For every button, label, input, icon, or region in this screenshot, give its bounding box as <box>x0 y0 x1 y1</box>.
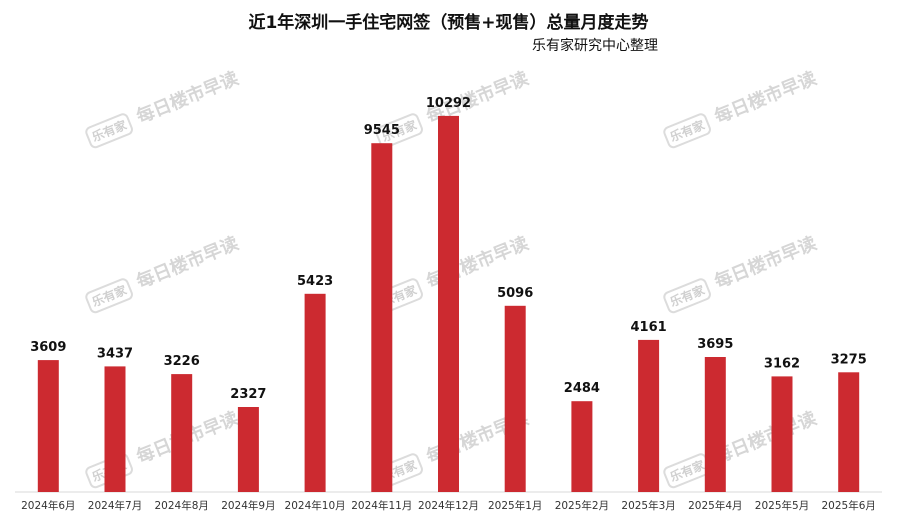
bar-2025年3月 <box>638 339 660 492</box>
bar-2025年4月 <box>704 357 726 492</box>
bar-2025年2月 <box>571 401 593 492</box>
bar-2024年6月 <box>37 360 59 492</box>
bar-2024年7月 <box>104 366 126 492</box>
data-label: 3226 <box>164 354 200 369</box>
bar-2024年8月 <box>171 374 193 492</box>
x-tick-label: 2024年12月 <box>418 499 479 512</box>
data-label: 2327 <box>230 387 266 402</box>
x-tick-label: 2024年9月 <box>221 499 275 512</box>
data-label: 3609 <box>30 340 66 355</box>
data-label: 5096 <box>497 286 533 301</box>
x-tick-label: 2025年5月 <box>755 499 809 512</box>
x-tick-label: 2025年3月 <box>621 499 675 512</box>
data-label: 3275 <box>831 352 867 367</box>
data-label: 9545 <box>364 123 400 138</box>
x-tick-label: 2025年6月 <box>821 499 875 512</box>
bar-2024年11月 <box>371 143 393 492</box>
data-label: 3695 <box>697 337 733 352</box>
bar-2024年9月 <box>237 407 259 492</box>
data-label: 5423 <box>297 274 333 289</box>
data-label: 3162 <box>764 356 800 371</box>
chart-subtitle: 乐有家研究中心整理 <box>532 38 658 54</box>
bar-2024年10月 <box>304 293 326 492</box>
x-tick-label: 2025年4月 <box>688 499 742 512</box>
x-tick-label: 2025年1月 <box>488 499 542 512</box>
bar-2025年1月 <box>504 305 526 492</box>
x-tick-label: 2025年2月 <box>555 499 609 512</box>
bar-2024年12月 <box>438 115 459 493</box>
data-label: 4161 <box>631 320 667 335</box>
x-tick-label: 2024年6月 <box>21 499 75 512</box>
data-label: 2484 <box>564 381 600 396</box>
x-tick-label: 2024年8月 <box>154 499 208 512</box>
x-tick-label: 2024年7月 <box>88 499 142 512</box>
bar-2025年5月 <box>771 376 793 492</box>
bar-2025年6月 <box>838 372 860 492</box>
data-label: 10292 <box>426 96 471 111</box>
x-tick-label: 2024年10月 <box>285 499 346 512</box>
data-label: 3437 <box>97 346 133 361</box>
x-tick-label: 2024年11月 <box>351 499 412 512</box>
chart-title: 近1年深圳一手住宅网签（预售+现售）总量月度走势 <box>248 13 649 33</box>
